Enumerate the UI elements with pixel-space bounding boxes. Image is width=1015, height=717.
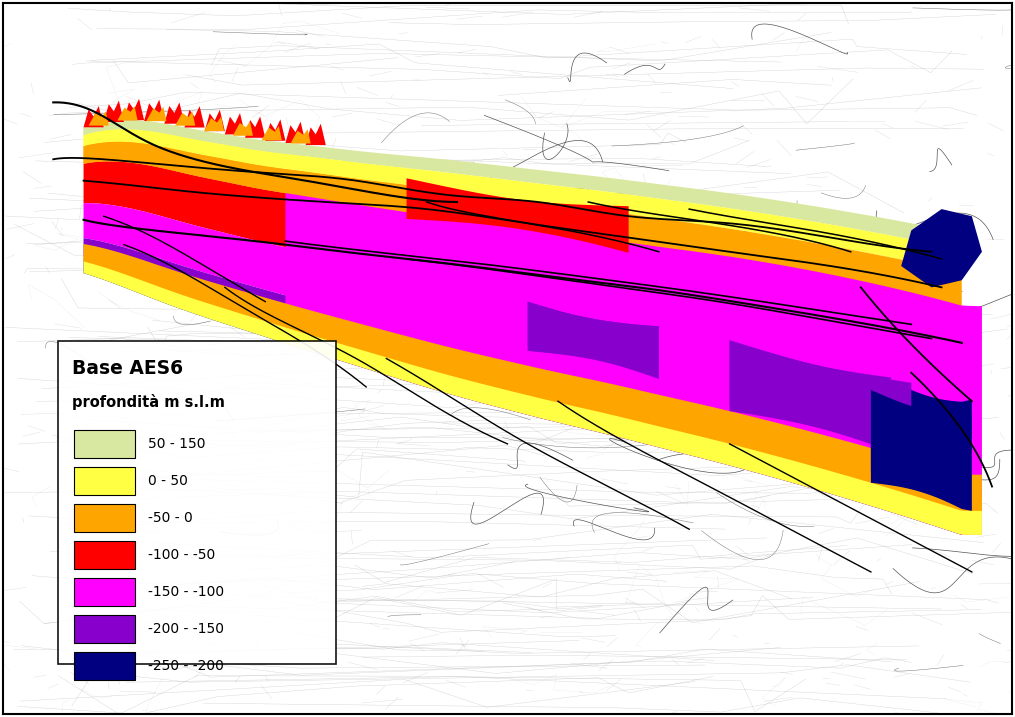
Polygon shape <box>528 302 659 374</box>
FancyBboxPatch shape <box>58 341 336 665</box>
Polygon shape <box>356 204 709 331</box>
Polygon shape <box>83 259 962 535</box>
Polygon shape <box>104 100 124 122</box>
Bar <box>74 429 135 458</box>
Polygon shape <box>83 120 962 250</box>
Polygon shape <box>306 124 326 145</box>
Polygon shape <box>118 106 138 120</box>
Polygon shape <box>144 100 164 121</box>
Polygon shape <box>83 129 407 185</box>
Polygon shape <box>83 244 982 511</box>
Bar <box>74 503 135 532</box>
Polygon shape <box>83 161 962 391</box>
Bar <box>74 614 135 643</box>
Polygon shape <box>528 302 659 379</box>
Polygon shape <box>285 191 982 535</box>
Polygon shape <box>285 122 306 143</box>
Polygon shape <box>83 238 962 505</box>
Text: -200 - -150: -200 - -150 <box>148 622 224 636</box>
Polygon shape <box>290 129 311 143</box>
Polygon shape <box>891 381 971 439</box>
Polygon shape <box>204 117 224 131</box>
Polygon shape <box>88 111 109 125</box>
Polygon shape <box>83 142 962 309</box>
Polygon shape <box>730 341 911 460</box>
Polygon shape <box>83 120 306 156</box>
Polygon shape <box>901 209 982 288</box>
Polygon shape <box>225 113 245 134</box>
Text: 0 - 50: 0 - 50 <box>148 474 188 488</box>
Bar <box>74 541 135 569</box>
Polygon shape <box>83 256 982 535</box>
Text: Base AES6: Base AES6 <box>72 358 184 377</box>
Polygon shape <box>185 106 205 128</box>
Polygon shape <box>262 126 282 141</box>
Polygon shape <box>871 390 971 511</box>
Text: profondità m s.l.m: profondità m s.l.m <box>72 394 225 410</box>
Polygon shape <box>83 129 962 273</box>
Text: -150 - -100: -150 - -100 <box>148 585 224 599</box>
Polygon shape <box>205 110 225 131</box>
Polygon shape <box>146 107 166 121</box>
Text: -250 - -200: -250 - -200 <box>148 659 224 673</box>
Polygon shape <box>83 203 962 462</box>
Bar <box>74 652 135 680</box>
Polygon shape <box>83 142 457 219</box>
Polygon shape <box>265 120 285 141</box>
Polygon shape <box>176 111 195 125</box>
Polygon shape <box>83 106 104 128</box>
Bar <box>74 578 135 606</box>
Polygon shape <box>245 116 265 138</box>
Polygon shape <box>871 396 962 499</box>
Text: 50 - 150: 50 - 150 <box>148 437 206 451</box>
Text: -50 - 0: -50 - 0 <box>148 511 193 525</box>
Polygon shape <box>730 341 891 448</box>
Text: -100 - -50: -100 - -50 <box>148 548 215 562</box>
Polygon shape <box>232 121 253 136</box>
Polygon shape <box>164 103 185 124</box>
Bar <box>74 467 135 495</box>
Polygon shape <box>124 99 144 120</box>
Polygon shape <box>407 179 628 253</box>
